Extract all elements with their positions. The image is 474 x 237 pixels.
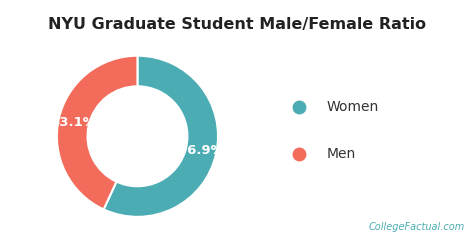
Text: 56.9%: 56.9%: [178, 144, 224, 157]
Text: Women: Women: [327, 100, 379, 114]
Text: Men: Men: [327, 147, 356, 161]
Text: CollegeFactual.com: CollegeFactual.com: [368, 222, 465, 232]
Wedge shape: [57, 56, 137, 210]
Text: 43.1%: 43.1%: [51, 116, 97, 129]
Text: NYU Graduate Student Male/Female Ratio: NYU Graduate Student Male/Female Ratio: [48, 17, 426, 32]
Wedge shape: [104, 56, 218, 217]
